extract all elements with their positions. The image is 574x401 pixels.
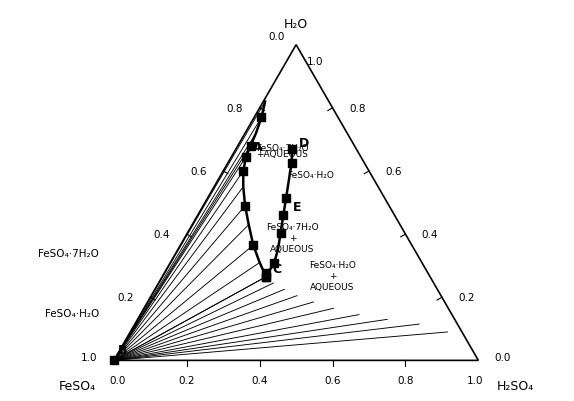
- Text: FeSO₄·7H₂O: FeSO₄·7H₂O: [38, 248, 99, 258]
- Text: 0.2: 0.2: [118, 292, 134, 302]
- Text: H₂O: H₂O: [284, 18, 308, 31]
- Text: C: C: [273, 262, 282, 275]
- Text: E: E: [293, 201, 301, 214]
- Text: 0.4: 0.4: [422, 229, 439, 239]
- Text: +: +: [329, 271, 336, 280]
- Text: FeSO₄·7H₂O: FeSO₄·7H₂O: [256, 144, 309, 153]
- Text: 0.8: 0.8: [397, 375, 414, 385]
- Text: 0.8: 0.8: [349, 103, 366, 113]
- Text: 0.6: 0.6: [385, 166, 402, 176]
- Text: FeSO₄·7H₂O: FeSO₄·7H₂O: [266, 223, 319, 232]
- Text: H₂SO₄: H₂SO₄: [497, 379, 534, 392]
- Text: FeSO₄·H₂O: FeSO₄·H₂O: [45, 308, 99, 318]
- Text: 0.2: 0.2: [179, 375, 195, 385]
- Text: 0.6: 0.6: [191, 166, 207, 176]
- Text: A: A: [253, 141, 263, 154]
- Text: 1.0: 1.0: [307, 57, 324, 67]
- Text: 0.0: 0.0: [269, 32, 285, 42]
- Text: FeSO₄: FeSO₄: [59, 379, 96, 392]
- Text: +AQUEOUS: +AQUEOUS: [256, 150, 308, 158]
- Text: 1.0: 1.0: [81, 352, 98, 362]
- Text: AQUEOUS: AQUEOUS: [311, 282, 355, 292]
- Text: 1.0: 1.0: [467, 375, 483, 385]
- Text: 0.6: 0.6: [324, 375, 341, 385]
- Text: +: +: [289, 234, 296, 243]
- Text: 0.4: 0.4: [154, 229, 170, 239]
- Text: D: D: [299, 137, 309, 150]
- Text: B: B: [118, 343, 127, 356]
- Text: FeSO₄·H₂O: FeSO₄·H₂O: [287, 170, 334, 179]
- Text: 0.0: 0.0: [495, 352, 511, 362]
- Text: 0.4: 0.4: [251, 375, 268, 385]
- Text: FeSO₄·H₂O: FeSO₄·H₂O: [309, 261, 356, 269]
- Text: 0.2: 0.2: [458, 292, 475, 302]
- Text: 0.0: 0.0: [109, 375, 126, 385]
- Text: 0.8: 0.8: [227, 103, 243, 113]
- Text: AQUEOUS: AQUEOUS: [270, 245, 315, 253]
